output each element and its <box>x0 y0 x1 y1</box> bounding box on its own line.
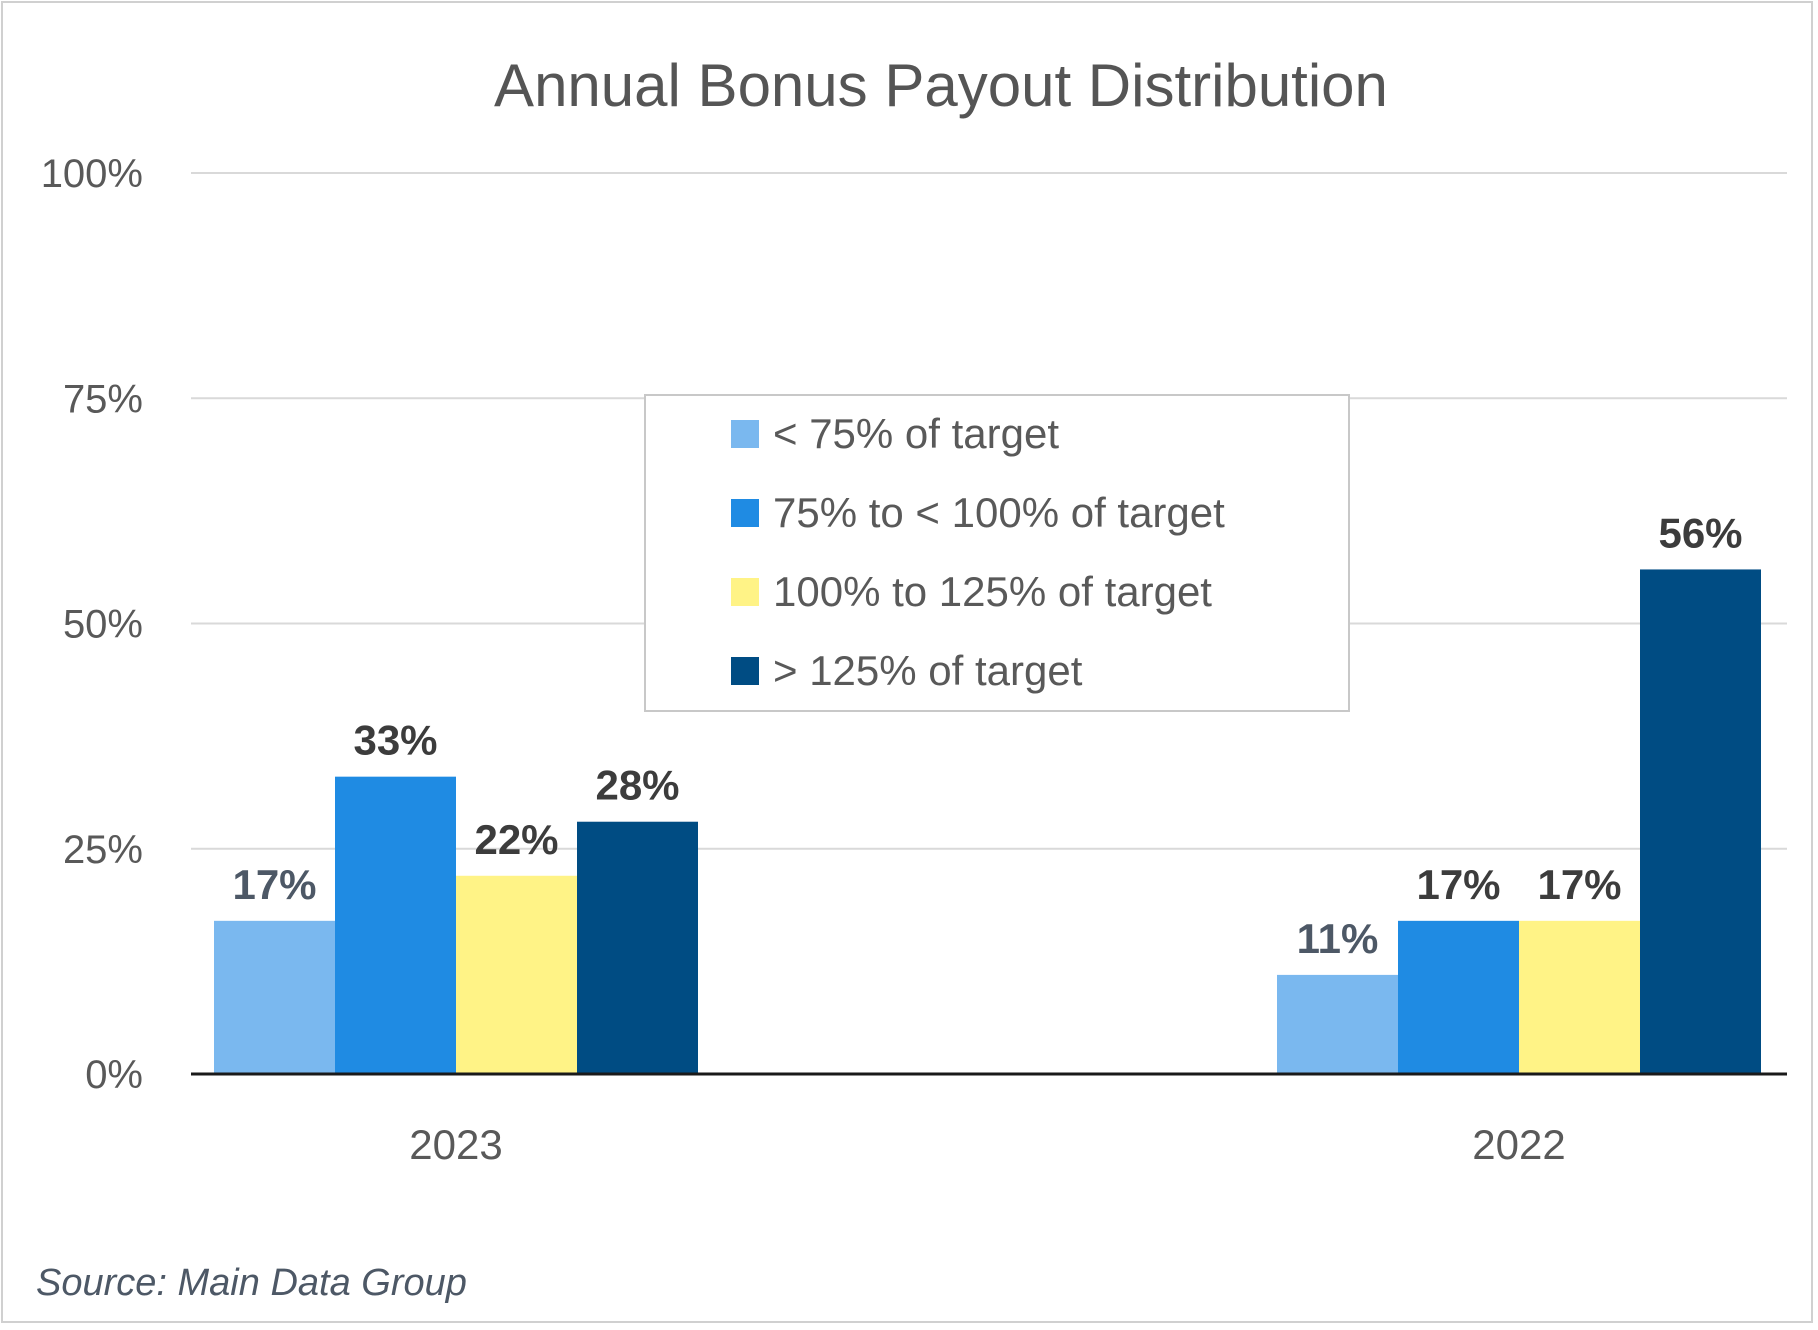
data-label-2023-series-2: 33% <box>353 717 437 764</box>
data-label-2022-series-1: 11% <box>1297 915 1379 962</box>
legend-swatch-4 <box>731 657 759 685</box>
chart-title: Annual Bonus Payout Distribution <box>494 52 1388 119</box>
bar-2023-series-2 <box>335 776 456 1074</box>
y-tick-label-0: 0% <box>85 1053 143 1097</box>
data-label-2023-series-1: 17% <box>232 861 316 908</box>
x-tick-label-2023: 2023 <box>409 1121 502 1168</box>
legend-swatch-3 <box>731 578 759 606</box>
bars <box>214 569 1761 1074</box>
bar-2022-series-3 <box>1519 920 1640 1074</box>
legend: < 75% of target 75% to < 100% of target 10… <box>644 394 1350 712</box>
y-axis-tick-labels: 0% 25% 50% 75% 100% <box>41 152 143 1097</box>
y-tick-label-75: 75% <box>63 377 143 421</box>
bar-2022-series-4 <box>1640 569 1761 1074</box>
legend-box <box>644 394 1350 712</box>
legend-swatch-2 <box>731 499 759 527</box>
data-label-2022-series-2: 17% <box>1416 861 1500 908</box>
legend-swatch-1 <box>731 420 759 448</box>
data-label-2023-series-4: 28% <box>595 762 679 809</box>
legend-label-3: 100% to 125% of target <box>773 568 1212 615</box>
data-label-2023-series-3: 22% <box>474 816 558 863</box>
bar-2023-series-4 <box>577 821 698 1074</box>
y-tick-label-100: 100% <box>41 152 143 196</box>
data-label-2022-series-4: 56% <box>1658 509 1742 556</box>
bar-chart: Annual Bonus Payout Distribution 0% 25% 50… <box>36 52 1787 1304</box>
legend-label-2: 75% to < 100% of target <box>773 489 1225 536</box>
bar-2022-series-1 <box>1277 974 1398 1074</box>
data-label-2022-series-3: 17% <box>1537 861 1621 908</box>
legend-label-1: < 75% of target <box>773 410 1059 457</box>
x-tick-label-2022: 2022 <box>1472 1121 1565 1168</box>
y-tick-label-25: 25% <box>63 828 143 872</box>
x-axis-tick-labels: 2023 2022 <box>409 1121 1565 1168</box>
data-labels: 17% 33% 22% 28% 11% 17% 17% 56% <box>232 509 1742 961</box>
legend-label-4: > 125% of target <box>773 647 1083 694</box>
y-tick-label-50: 50% <box>63 603 143 647</box>
source-note: Source: Main Data Group <box>36 1262 467 1304</box>
bar-2022-series-2 <box>1398 920 1519 1074</box>
bar-2023-series-1 <box>214 920 335 1074</box>
bar-2023-series-3 <box>456 875 577 1074</box>
